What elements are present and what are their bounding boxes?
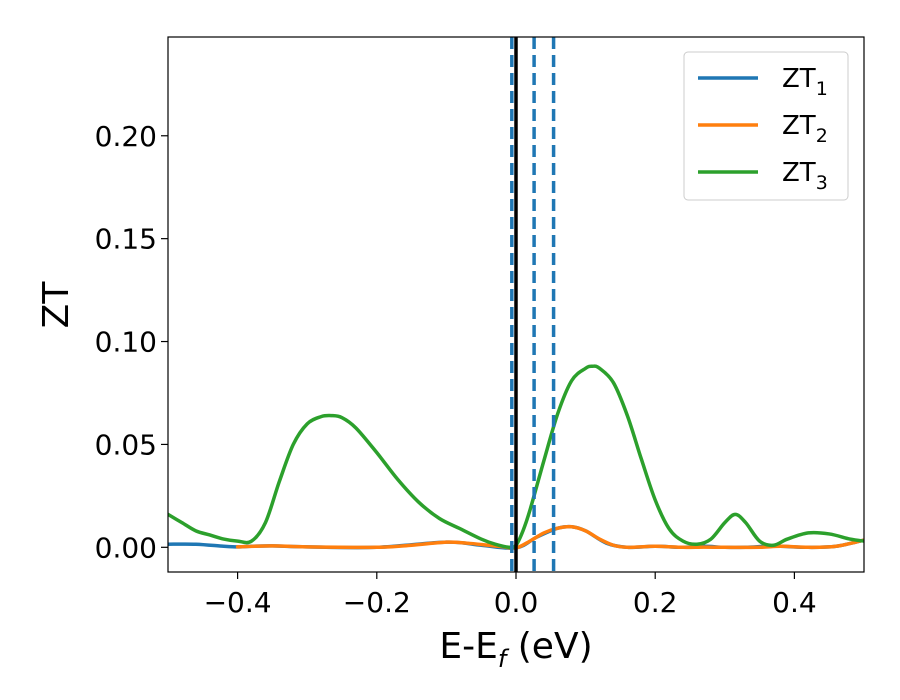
x-tick-label: 0.4 [772, 586, 817, 619]
ticks-layer: −0.4 −0.2 0.0 0.2 0.4 0.00 0.05 0.10 0.15 0.20 [95, 120, 817, 619]
legend-label-zt2: ZT2 [782, 111, 828, 147]
legend-label-zt3: ZT3 [782, 158, 828, 194]
y-tick-label: 0.00 [95, 531, 157, 564]
x-tick-label: 0.0 [494, 586, 539, 619]
x-axis-label-unit: (eV) [506, 626, 592, 667]
series-line-zt3 [168, 364, 864, 550]
legend-box [683, 51, 849, 201]
legend-label-zt1: ZT1 [782, 64, 828, 100]
legend-items: ZT1 ZT2 ZT3 [698, 64, 828, 194]
x-tick-label: 0.2 [633, 586, 678, 619]
y-tick-label: 0.05 [95, 428, 157, 461]
legend: ZT1 ZT2 ZT3 [683, 51, 849, 201]
y-tick-label: 0.15 [95, 223, 157, 256]
x-tick-label: −0.2 [343, 586, 411, 619]
series-line-zt2 [235, 524, 864, 550]
y-tick-label: 0.20 [95, 120, 157, 153]
y-tick-label: 0.10 [95, 326, 157, 359]
plot-layer [168, 37, 864, 572]
plot-area [168, 37, 864, 572]
x-tick-label: −0.4 [204, 586, 272, 619]
y-axis-label: ZT [36, 281, 77, 329]
x-axis-label: E-Ef (eV) [439, 626, 592, 673]
